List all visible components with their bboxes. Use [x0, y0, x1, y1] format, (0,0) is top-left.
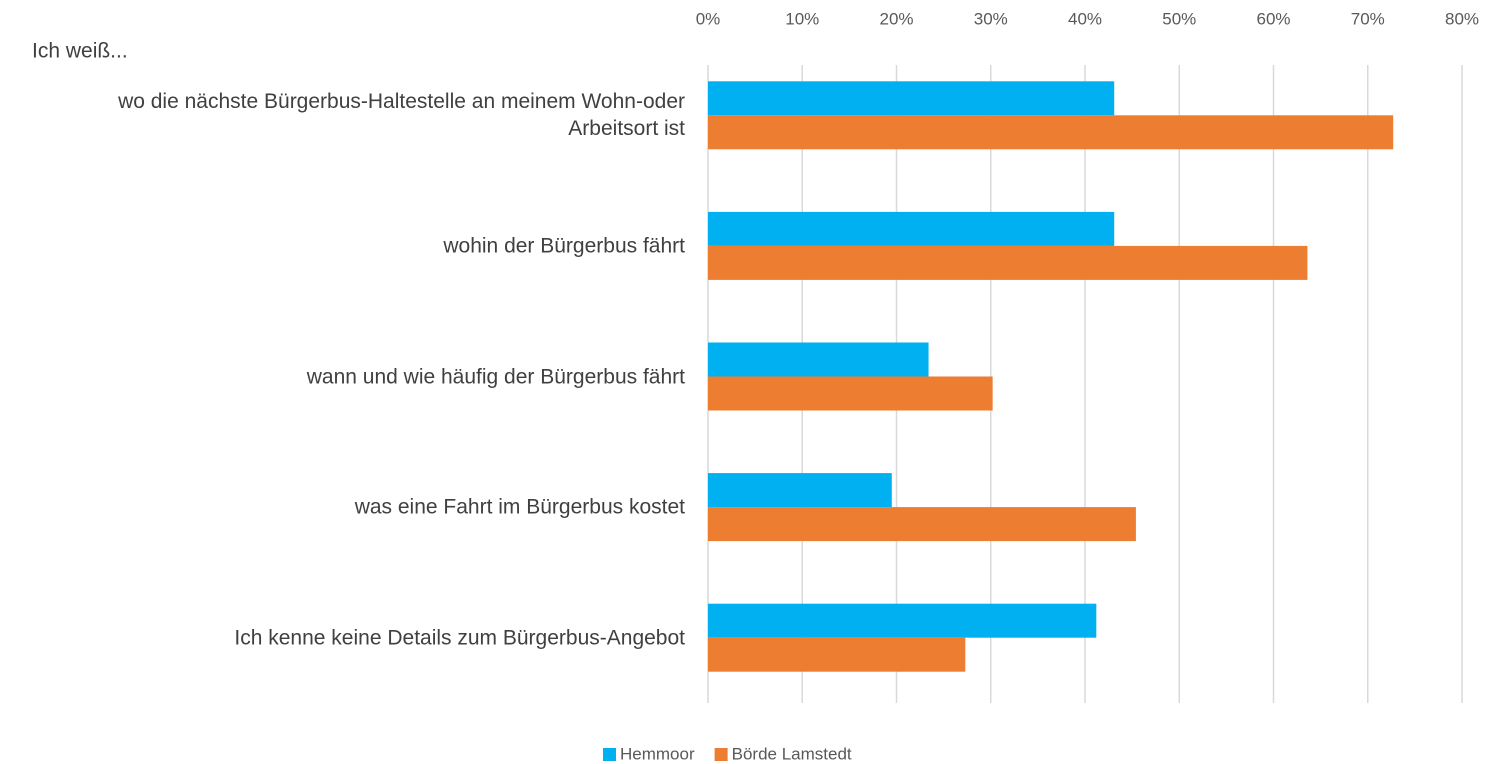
bar	[708, 603, 1097, 638]
category-label: Ich kenne keine Details zum Bürgerbus-An…	[234, 626, 685, 650]
legend-swatch	[603, 748, 616, 761]
bar	[708, 245, 1308, 280]
bar	[708, 115, 1394, 150]
x-tick-label: 60%	[1256, 9, 1290, 28]
bar	[708, 473, 892, 508]
legend-swatch	[714, 748, 728, 761]
bar	[708, 211, 1115, 246]
bar	[708, 81, 1115, 116]
x-tick-label: 0%	[696, 9, 721, 28]
x-tick-label: 40%	[1068, 9, 1102, 28]
bar	[708, 637, 966, 672]
bar	[708, 376, 993, 411]
x-tick-label: 80%	[1445, 9, 1479, 28]
legend-label: Börde Lamstedt	[732, 744, 852, 763]
category-label: wohin der Bürgerbus fährt	[443, 234, 685, 258]
y-label: Ich weiß...	[32, 40, 128, 63]
x-tick-label: 20%	[879, 9, 913, 28]
category-label: wo die nächste Bürgerbus-Haltestelle an …	[118, 90, 685, 141]
x-tick-label: 30%	[974, 9, 1008, 28]
bar	[708, 507, 1136, 542]
bar	[708, 342, 929, 377]
category-label: was eine Fahrt im Bürgerbus kostet	[354, 495, 685, 519]
legend-label: Hemmoor	[620, 744, 695, 763]
x-tick-label: 70%	[1351, 9, 1385, 28]
x-tick-label: 50%	[1162, 9, 1196, 28]
category-label: wann und wie häufig der Bürgerbus fährt	[306, 365, 685, 388]
x-tick-label: 10%	[785, 9, 819, 28]
